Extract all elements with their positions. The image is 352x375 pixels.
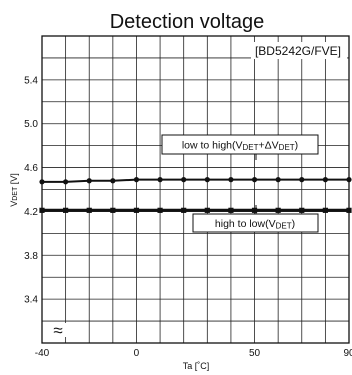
high-to-low-point: [275, 207, 281, 213]
low-to-high-point: [63, 179, 69, 185]
y-axis-label-main: V: [9, 201, 19, 207]
high-to-low-label-part: high to low(V: [215, 218, 276, 230]
low-to-high-label: low to high(VDET+ΔVDET): [182, 140, 298, 153]
low-to-high-point: [110, 178, 116, 184]
low-to-high-point: [86, 178, 92, 184]
high-to-low-point: [228, 207, 234, 213]
high-to-low-point: [181, 207, 187, 213]
y-axis-label-unit: [V]: [9, 173, 19, 187]
y-tick-label: 3.8: [24, 251, 38, 262]
high-to-low-label: high to low(VDET): [215, 218, 295, 231]
x-tick-label: 90: [343, 348, 352, 359]
low-to-high-label-box: [161, 134, 319, 155]
y-tick-labels: 3.4 3.8 4.2 4.6 5.0 5.4: [24, 75, 38, 305]
high-to-low-label-part: ): [292, 218, 296, 230]
low-to-high-point: [204, 177, 210, 183]
axis-break-symbol: ≈: [53, 321, 62, 340]
low-to-high-point: [346, 177, 352, 183]
high-to-low-point: [251, 207, 258, 213]
y-tick-label: 3.4: [24, 295, 38, 306]
plot-frame: [41, 35, 350, 344]
model-tag: [BD5242G/FVE]: [255, 44, 341, 58]
high-to-low-point: [299, 207, 305, 213]
high-to-low-point: [39, 207, 45, 213]
x-axis-label: Ta [˚C]: [183, 361, 210, 371]
low-to-high-label-sub: DET: [243, 143, 259, 152]
low-to-high-label-part: +ΔV: [259, 140, 279, 152]
high-to-low-point: [322, 207, 328, 213]
x-tick-labels: -40 0 50 90: [35, 348, 352, 359]
low-to-high-point: [181, 177, 187, 183]
high-to-low-point: [157, 207, 163, 213]
axis-break-background: [49, 323, 69, 337]
y-tick-label: 5.0: [24, 119, 38, 130]
high-to-low-point: [204, 207, 210, 213]
chart-title: Detection voltage: [110, 11, 265, 33]
low-to-high-label-part: low to high(V: [182, 140, 243, 152]
y-axis-label-sub: DET: [12, 186, 19, 201]
model-tag-background: [251, 42, 347, 59]
x-tick-label: -40: [35, 348, 50, 359]
high-to-low-point: [133, 207, 140, 213]
low-to-high-point: [133, 177, 140, 183]
low-to-high-point: [157, 177, 163, 183]
low-to-high-label-sub: DET: [279, 143, 295, 152]
low-to-high-point: [299, 177, 305, 183]
low-to-high-point: [251, 177, 258, 183]
y-tick-label: 5.4: [24, 75, 38, 86]
high-to-low-label-box: [192, 213, 319, 233]
low-to-high-point: [322, 177, 328, 183]
plot-grid: [42, 36, 349, 343]
x-tick-label: 0: [134, 348, 140, 359]
y-axis-label: VDET [V]: [9, 173, 19, 207]
low-to-high-series-line: [42, 178, 349, 183]
high-to-low-point: [63, 207, 69, 213]
high-to-low-point: [110, 207, 116, 213]
low-to-high-point: [228, 177, 234, 183]
high-to-low-point: [346, 207, 352, 213]
low-to-high-label-part: ): [295, 140, 299, 152]
x-tick-label: 50: [249, 348, 261, 359]
high-to-low-point: [86, 207, 92, 213]
y-tick-label: 4.2: [24, 207, 38, 218]
low-to-high-point: [275, 177, 281, 183]
high-to-low-label-sub: DET: [276, 222, 292, 231]
y-tick-label: 4.6: [24, 163, 38, 174]
series-layer: [39, 177, 352, 213]
low-to-high-point: [39, 179, 45, 185]
